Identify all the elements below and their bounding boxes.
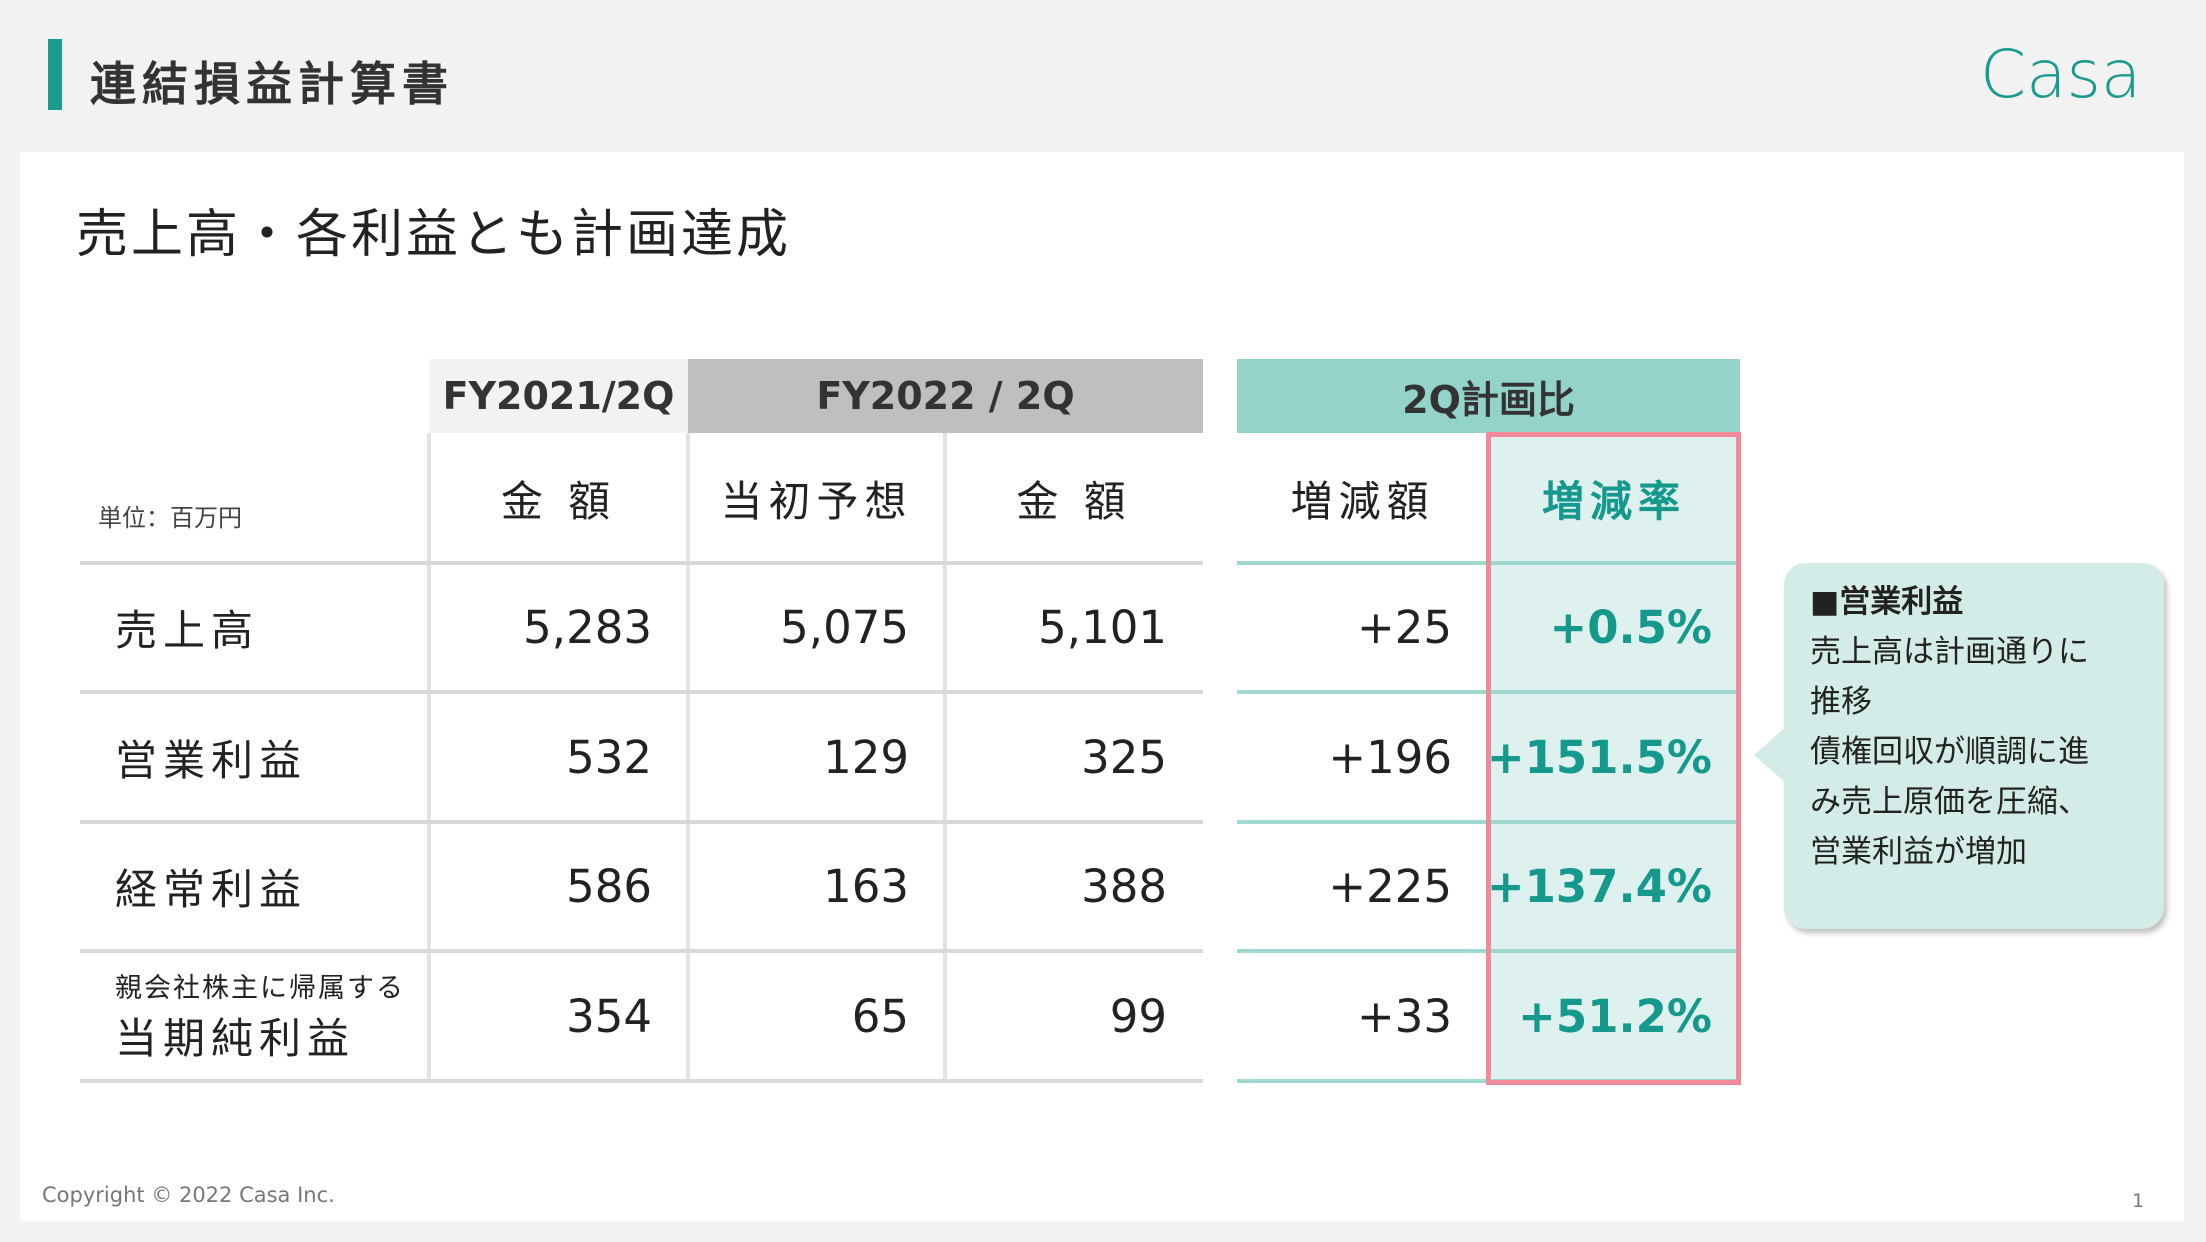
value-cell: 5,283 — [523, 601, 652, 654]
row-divider — [80, 820, 1203, 824]
value-cell: 129 — [823, 730, 909, 784]
column-header: 当初予想 — [720, 476, 913, 526]
logo: Casa — [1980, 36, 2142, 113]
row-divider — [80, 690, 1203, 694]
value-cell: 532 — [566, 730, 652, 784]
callout-pointer — [1754, 725, 1788, 785]
row-label-line: 営業利益 — [115, 735, 308, 785]
group-header: FY2021/2Q — [429, 359, 688, 433]
rate-cell: +151.5% — [1486, 730, 1712, 784]
title-bar — [48, 39, 62, 110]
column-divider — [943, 433, 947, 1081]
row-label: 売上高 — [115, 563, 425, 692]
rate-column-bg — [1488, 433, 1740, 1081]
value-cell: +196 — [1328, 730, 1452, 784]
rate-cell: +0.5% — [1549, 601, 1712, 654]
highlight-border — [1486, 432, 1741, 1085]
column-header: 金 額 — [500, 476, 617, 526]
callout-line: 営業利益が増加 — [1810, 834, 2027, 870]
row-label: 営業利益 — [115, 692, 425, 822]
value-cell: 99 — [1109, 989, 1167, 1043]
callout-line: 売上高は計画通りに — [1810, 634, 2089, 670]
subtitle: 売上高・各利益とも計画達成 — [76, 205, 792, 265]
row-label: 親会社株主に帰属する当期純利益 — [115, 951, 425, 1081]
row-label: 経常利益 — [115, 822, 425, 951]
copyright: Copyright © 2022 Casa Inc. — [42, 1183, 335, 1207]
unit-label: 単位：百万円 — [98, 504, 242, 532]
group-header: FY2022 / 2Q — [688, 359, 1203, 433]
value-cell: 5,101 — [1038, 601, 1167, 654]
value-cell: 5,075 — [780, 601, 909, 654]
column-divider — [427, 433, 431, 1081]
value-cell: 586 — [566, 860, 652, 913]
callout-line: み売上原価を圧縮、 — [1810, 784, 2089, 820]
group-header: 2Q計画比 — [1237, 359, 1740, 433]
row-label-line: 親会社株主に帰属する — [115, 973, 405, 1004]
value-cell: 354 — [566, 989, 652, 1043]
row-label-line: 売上高 — [115, 606, 260, 655]
callout-title: ■営業利益 — [1810, 584, 1964, 620]
column-header: 増減率 — [1541, 476, 1686, 526]
column-divider — [686, 433, 690, 1081]
callout: ■営業利益 売上高は計画通りに 推移債権回収が順調に進 み売上原価を圧縮、 営業利益が… — [1784, 563, 2164, 929]
value-cell: +33 — [1357, 989, 1452, 1043]
callout-line: 推移 — [1810, 684, 1872, 720]
page-number: 1 — [2132, 1190, 2145, 1212]
callout-body: 売上高は計画通りに 推移債権回収が順調に進 み売上原価を圧縮、 営業利益が増加 — [1810, 627, 2138, 877]
value-cell: 163 — [823, 860, 909, 913]
value-cell: +25 — [1357, 601, 1452, 654]
column-header: 金 額 — [1016, 476, 1132, 526]
row-label-line: 経常利益 — [115, 865, 308, 914]
value-cell: +225 — [1328, 860, 1452, 913]
rate-cell: +51.2% — [1518, 989, 1712, 1043]
row-divider — [80, 561, 1203, 565]
row-divider — [80, 1079, 1203, 1083]
row-label-line: 当期純利益 — [115, 1014, 356, 1063]
value-cell: 65 — [851, 989, 909, 1043]
value-cell: 325 — [1081, 730, 1167, 784]
rate-cell: +137.4% — [1486, 860, 1712, 913]
row-divider — [80, 949, 1203, 953]
callout-line: 債権回収が順調に進 — [1810, 734, 2089, 770]
column-header: 増減額 — [1290, 476, 1435, 526]
page-title: 連結損益計算書 — [90, 57, 454, 111]
value-cell: 388 — [1081, 860, 1167, 913]
